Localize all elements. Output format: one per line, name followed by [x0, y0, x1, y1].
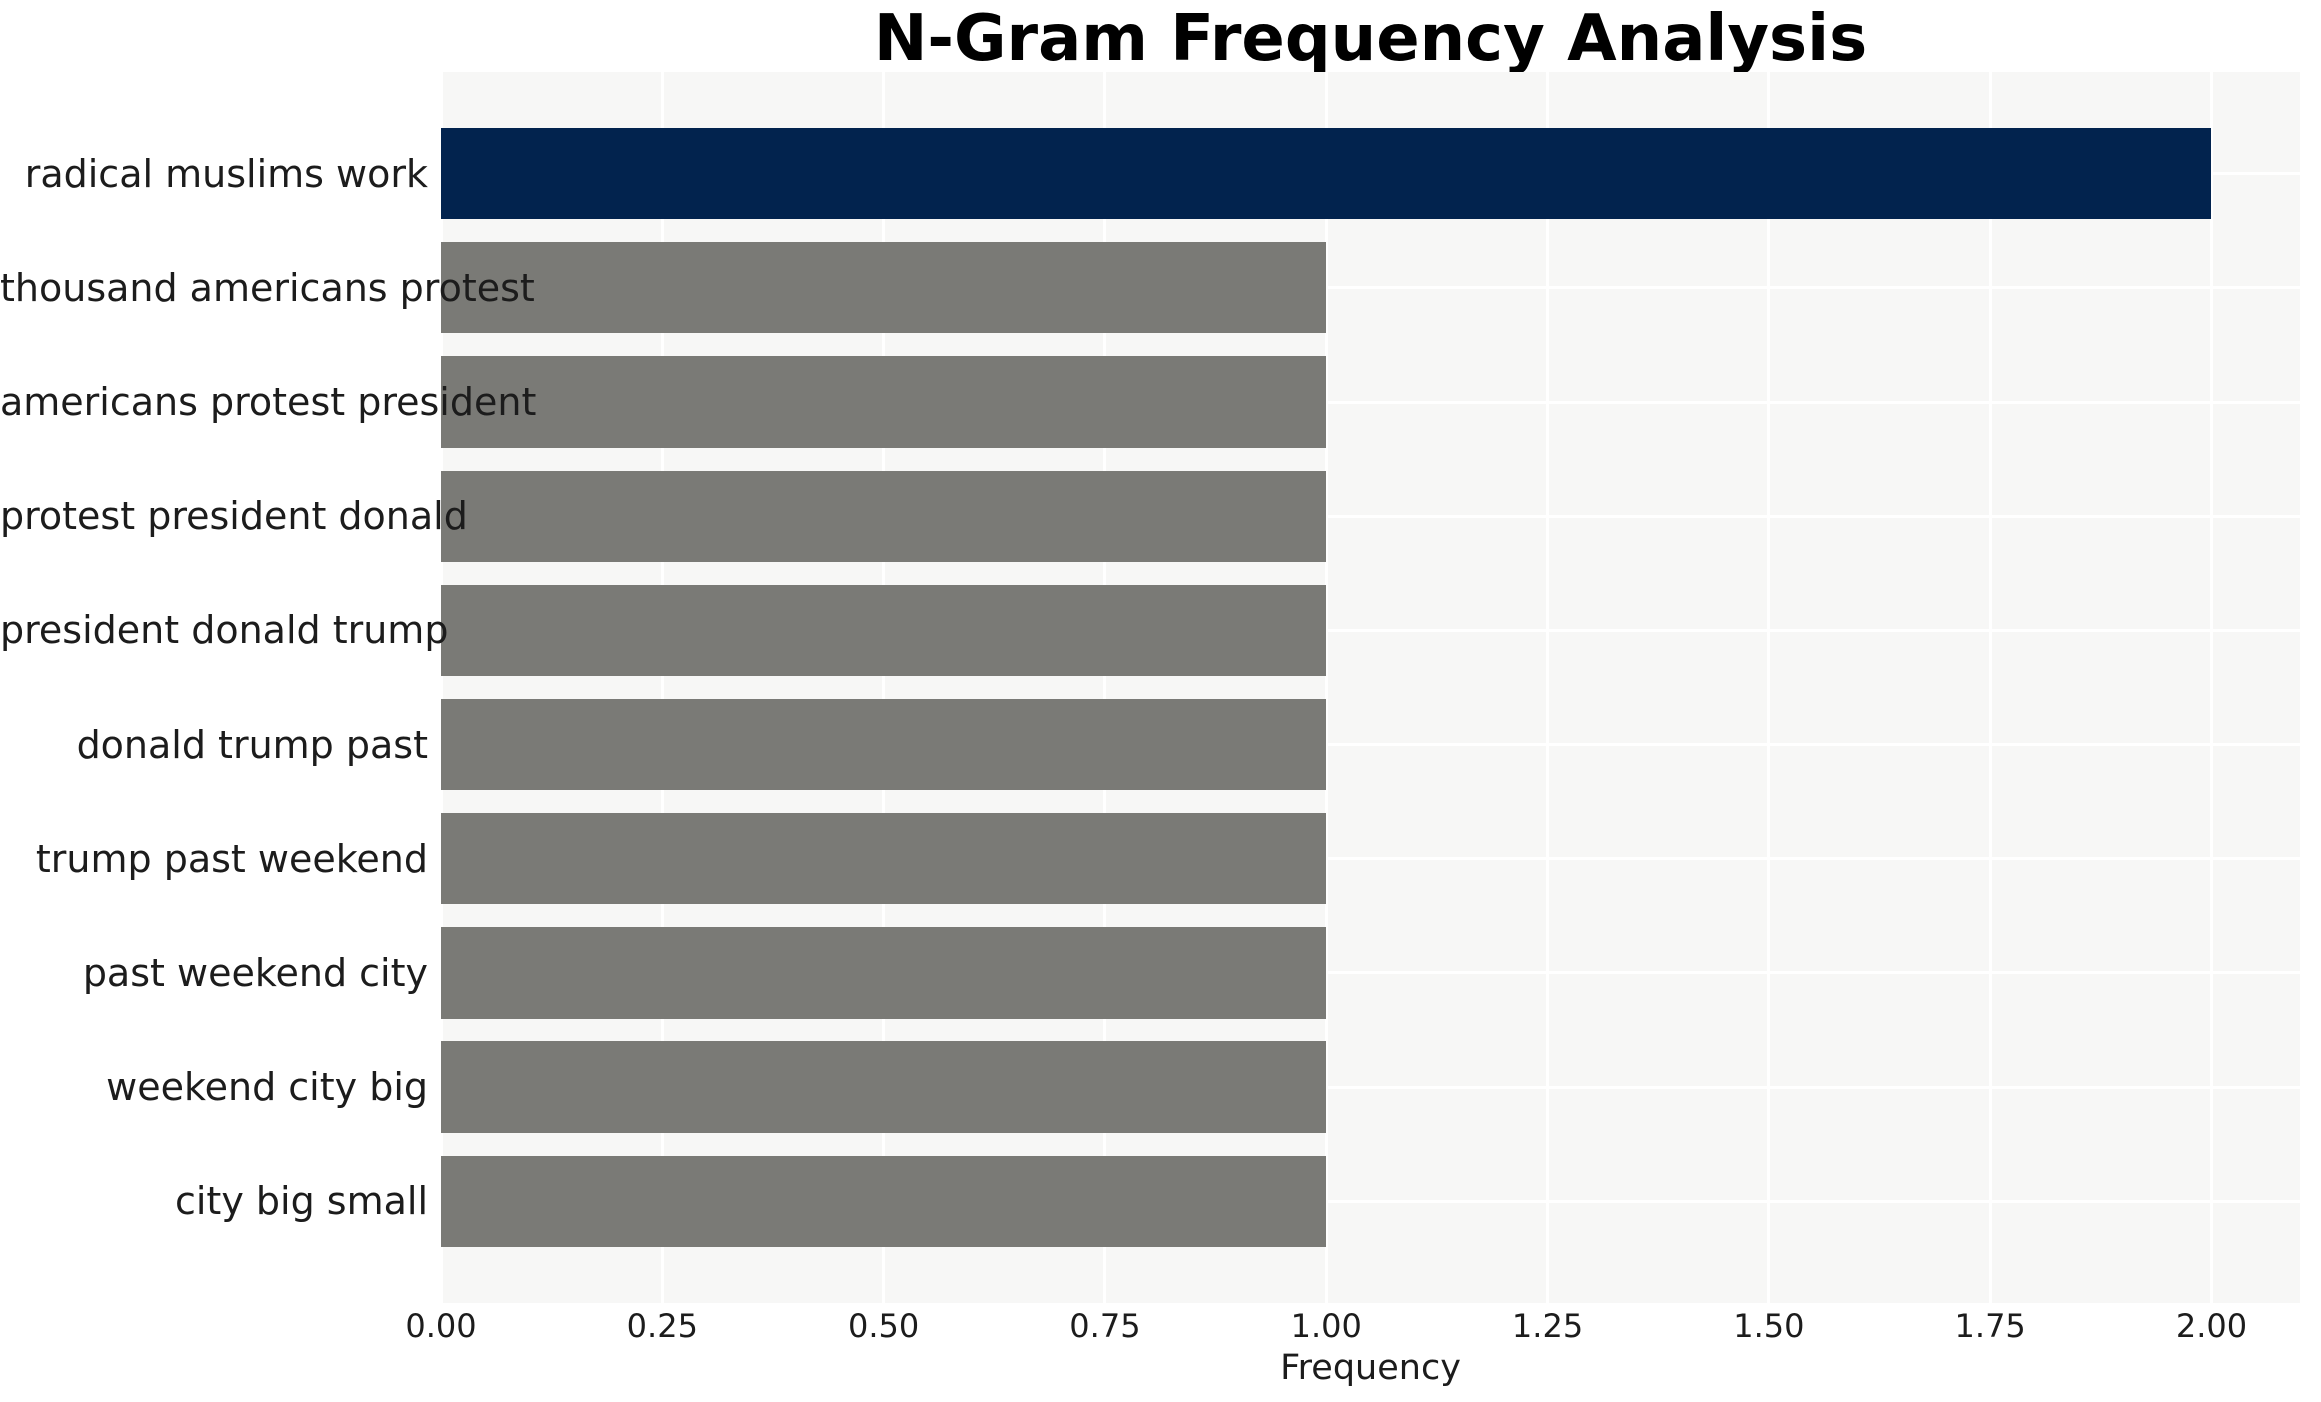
gridline-vertical-0.25 [660, 72, 664, 1303]
bar-trump-past-weekend [441, 813, 1327, 905]
gridline-vertical-1.75 [1988, 72, 1992, 1303]
bar-president-donald-trump [441, 584, 1327, 677]
y-axis-label-8: past weekend city [82, 950, 428, 995]
bar-thousand-americans-protest [441, 242, 1327, 334]
gridline-vertical-1.00 [1324, 72, 1328, 1303]
y-axis-label-7: trump past weekend [35, 836, 428, 881]
x-tick-label-0.50: 0.50 [847, 1307, 920, 1345]
y-axis-label-4: protest president donald [0, 494, 468, 539]
y-axis-label-1: radical muslims work [24, 151, 428, 196]
chart-title: N-Gram Frequency Analysis [873, 2, 1868, 76]
x-axis-title: Frequency [1280, 1348, 1461, 1388]
gridline-horizontal-5 [441, 628, 2300, 632]
bar-city-big-small [441, 1155, 1327, 1248]
gridline-vertical-2.00 [2209, 72, 2213, 1303]
x-tick-label-2.00: 2.00 [2175, 1307, 2248, 1345]
bar-americans-protest-president [441, 356, 1327, 448]
bar-donald-trump-past [441, 698, 1327, 791]
gridline-horizontal-6 [441, 743, 2300, 747]
y-axis-label-2: thousand americans protest [0, 265, 535, 310]
y-axis-label-6: donald trump past [76, 722, 428, 767]
y-axis-label-3: americans protest president [0, 380, 537, 425]
gridline-horizontal-3 [441, 400, 2300, 404]
gridline-horizontal-7 [441, 857, 2300, 861]
y-axis-label-10: city big small [174, 1179, 428, 1224]
bar-weekend-city-big [441, 1041, 1327, 1133]
gridline-vertical-1.50 [1767, 72, 1771, 1303]
x-tick-label-0.75: 0.75 [1069, 1307, 1141, 1345]
x-tick-label-1.75: 1.75 [1954, 1307, 2026, 1345]
gridline-vertical-0.00 [439, 72, 443, 1303]
bar-past-weekend-city [441, 927, 1327, 1019]
x-tick-label-1.50: 1.50 [1733, 1307, 1805, 1345]
bar-protest-president-donald [441, 470, 1327, 562]
gridline-vertical-0.50 [882, 72, 886, 1303]
x-tick-label-0.00: 0.00 [405, 1307, 477, 1345]
gridline-horizontal-10 [441, 1199, 2300, 1203]
x-tick-label-0.25: 0.25 [626, 1307, 698, 1345]
gridline-horizontal-2 [441, 286, 2300, 290]
gridline-vertical-0.75 [1103, 72, 1107, 1303]
y-axis-label-9: weekend city big [106, 1065, 428, 1110]
y-axis-labels: radical muslims work thousand americans p… [0, 72, 537, 1303]
x-tick-label-1.25: 1.25 [1511, 1307, 1584, 1345]
gridline-horizontal-9 [441, 1085, 2300, 1089]
y-axis-label-5: president donald trump [0, 608, 449, 653]
gridline-horizontal-4 [441, 514, 2300, 518]
gridline-vertical-1.25 [1546, 72, 1550, 1303]
bar-radical-muslims-work [441, 127, 2212, 220]
x-tick-label-1.00: 1.00 [1290, 1307, 1362, 1345]
gridline-horizontal-8 [441, 971, 2300, 975]
x-axis-ticks: 0.00 0.25 0.50 0.75 1.00 1.25 1.50 1.75 2.00 [0, 1306, 2321, 1348]
plot-area [439, 72, 2300, 1303]
